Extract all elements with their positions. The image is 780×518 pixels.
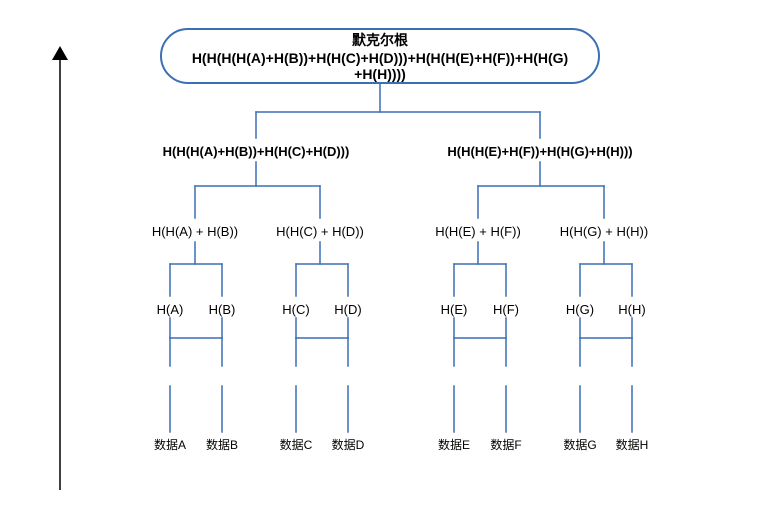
merkle-root-node: 默克尔根 H(H(H(H(A)+H(B))+H(H(C)+H(D)))+H(H(… bbox=[160, 28, 600, 84]
tree-node-l3-3: H(H(G) + H(H)) bbox=[484, 224, 724, 240]
root-label-line2: +H(H)))) bbox=[354, 66, 406, 82]
tree-leaf-7: 数据H bbox=[512, 438, 752, 452]
tree-node-l4-7: H(H) bbox=[512, 302, 752, 318]
tree-node-l2-right: H(H(H(E)+H(F))+H(H(G)+H(H))) bbox=[420, 144, 660, 160]
root-label-line1: 默克尔根 H(H(H(H(A)+H(B))+H(H(C)+H(D)))+H(H(… bbox=[192, 32, 568, 66]
diagram-container: 默克尔根 H(H(H(H(A)+H(B))+H(H(C)+H(D)))+H(H(… bbox=[0, 0, 780, 518]
tree-node-l2-left: H(H(H(A)+H(B))+H(H(C)+H(D))) bbox=[136, 144, 376, 160]
